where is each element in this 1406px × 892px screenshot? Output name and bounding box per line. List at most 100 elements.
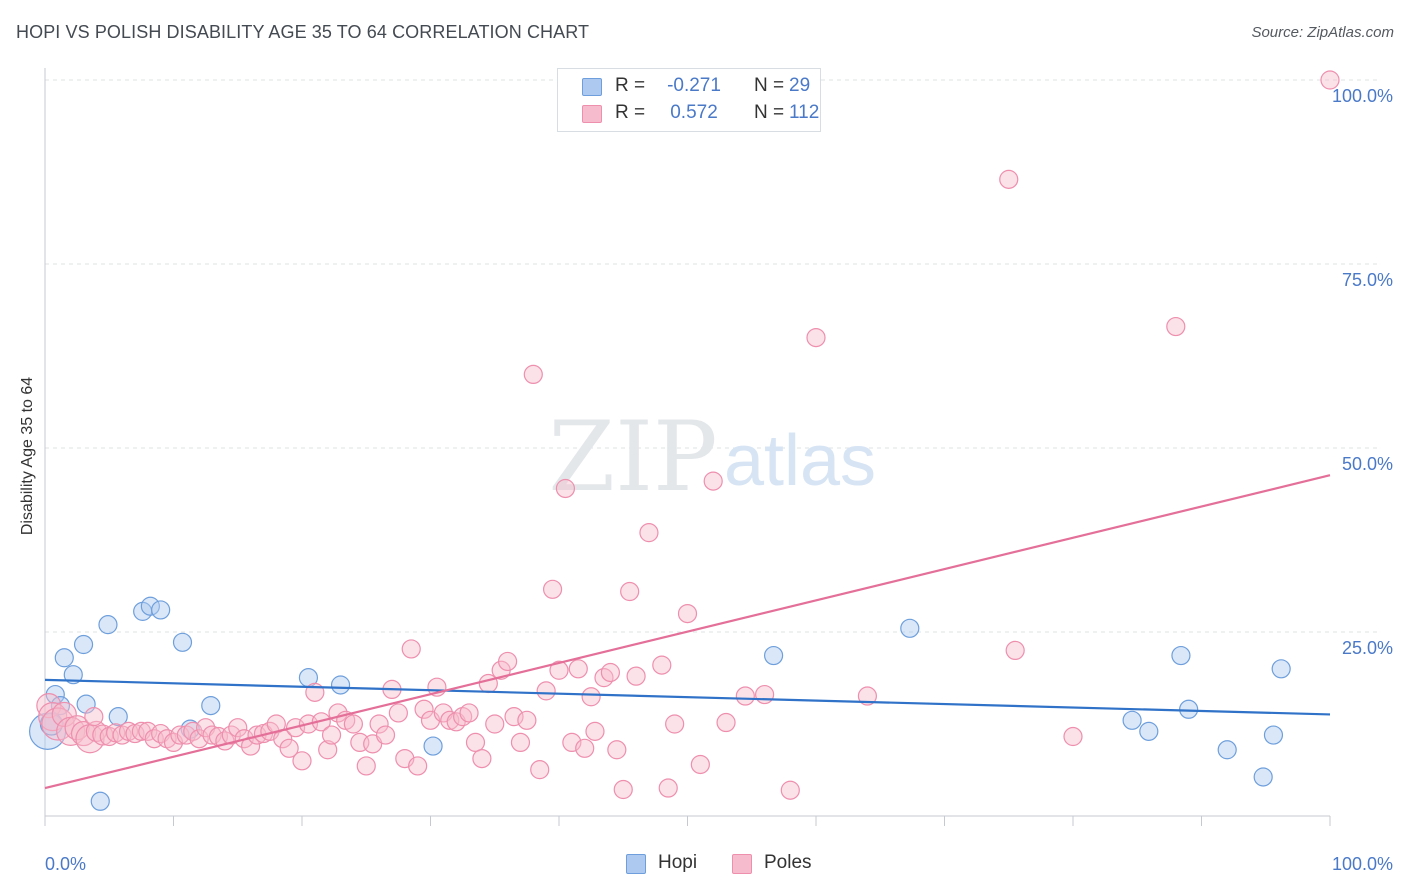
watermark-zip: ZIP (548, 401, 717, 513)
legend-poles-label: Poles (764, 852, 812, 873)
poles-point (459, 703, 479, 723)
poles-point (626, 666, 646, 686)
hopi-point (330, 675, 351, 695)
poles-point (321, 725, 342, 745)
poles-point (754, 684, 775, 705)
poles-r-label: R = (615, 102, 646, 123)
source-label: Source: ZipAtlas.com (1251, 24, 1394, 41)
poles-point (639, 523, 659, 543)
poles-point (356, 756, 376, 776)
poles-point (665, 714, 685, 734)
hopi-r-label: R = (615, 75, 646, 96)
poles-trend-line (44, 474, 1331, 790)
poles-point (690, 754, 710, 775)
poles-point (453, 707, 473, 727)
correlation-stats-box: R = -0.271 N = 29 R = 0.572 N = 112 (557, 68, 821, 132)
poles-point (472, 748, 492, 769)
legend-hopi-swatch (626, 854, 646, 874)
hopi-point (1263, 725, 1284, 745)
hopi-point (763, 645, 784, 666)
hopi-point (423, 736, 443, 756)
poles-point (1063, 726, 1083, 747)
hopi-n-label: N = (754, 75, 785, 96)
hopi-point (1271, 659, 1291, 679)
poles-point (440, 710, 460, 730)
hopi-point (1122, 710, 1142, 730)
legend-hopi-label: Hopi (658, 852, 698, 873)
poles-point (510, 732, 531, 753)
hopi-point (63, 665, 83, 685)
poles-point (542, 579, 563, 599)
poles-point (703, 471, 723, 491)
axes (44, 68, 1331, 826)
poles-n-value: 112 (789, 102, 820, 123)
hopi-point (1253, 767, 1273, 787)
poles-point (189, 729, 209, 749)
hopi-point (73, 634, 94, 655)
poles-point (170, 725, 190, 745)
hopi-point (1179, 699, 1199, 719)
poles-point (677, 603, 698, 624)
watermark: ZIP atlas (548, 401, 876, 513)
hopi-trend-line (44, 678, 1331, 716)
chart-title: HOPI VS POLISH DISABILITY AGE 35 TO 64 C… (16, 22, 590, 42)
poles-point (498, 651, 518, 672)
poles-point (549, 660, 569, 680)
poles-point (780, 780, 800, 800)
poles-point (575, 738, 595, 758)
x-tick-label-min: 0.0% (45, 854, 86, 874)
hopi-point (54, 648, 74, 668)
hopi-point (1217, 740, 1237, 760)
tick-labels: 100.0% 75.0% 50.0% 25.0% 0.0% 100.0% (45, 86, 1393, 874)
poles-point (536, 681, 556, 701)
poles-point (157, 729, 177, 749)
poles-point (594, 668, 614, 688)
data-points (28, 70, 1340, 811)
poles-point (658, 778, 678, 798)
poles-point (369, 714, 389, 734)
poles-point (517, 710, 537, 730)
poles-point (221, 725, 241, 745)
hopi-point (201, 695, 221, 716)
poles-point (465, 732, 486, 753)
poles-point (485, 714, 505, 734)
poles-n-label: N = (754, 102, 785, 123)
poles-swatch (582, 105, 602, 123)
poles-point (408, 756, 428, 776)
poles-point (555, 478, 576, 499)
poles-point (581, 687, 601, 707)
hopi-r-value: -0.271 (667, 75, 721, 96)
hopi-point (108, 707, 128, 727)
poles-point (84, 707, 104, 727)
poles-point (388, 703, 408, 723)
poles-point (375, 725, 396, 745)
y-tick-label: 100.0% (1332, 86, 1393, 106)
y-tick-label: 25.0% (1342, 638, 1393, 658)
poles-point (735, 686, 755, 706)
poles-point (716, 712, 736, 733)
hopi-point (1171, 645, 1191, 666)
poles-point (607, 740, 627, 760)
poles-point (51, 701, 77, 728)
poles-point (279, 738, 299, 758)
y-tick-label: 75.0% (1342, 270, 1393, 290)
poles-point (600, 662, 621, 683)
hopi-point (90, 791, 110, 811)
poles-point (70, 720, 97, 747)
hopi-n-value: 29 (789, 75, 811, 96)
hopi-point (1139, 721, 1159, 741)
poles-point (318, 740, 338, 760)
trend-lines (44, 474, 1331, 790)
poles-point (585, 721, 605, 741)
poles-point (1166, 316, 1186, 337)
poles-point (568, 659, 588, 679)
hopi-point (151, 600, 171, 620)
gridlines (45, 79, 1380, 633)
poles-point (613, 779, 633, 800)
poles-point (343, 714, 363, 734)
x-tick-label-max: 100.0% (1332, 854, 1393, 874)
poles-point (176, 725, 196, 745)
hopi-point (900, 618, 920, 638)
poles-point (1005, 640, 1025, 661)
